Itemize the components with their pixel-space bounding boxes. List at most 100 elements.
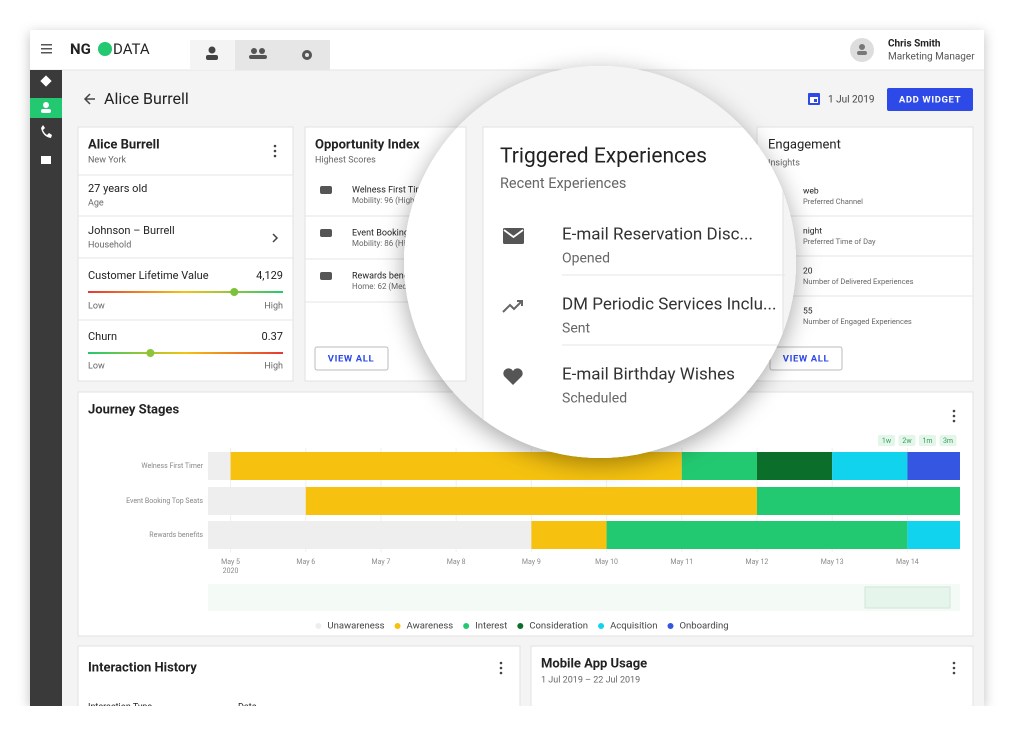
range-label: 1w <box>882 437 892 445</box>
item-detail: Home: 62 (Medium) <box>352 282 423 291</box>
range-button[interactable] <box>898 435 916 446</box>
stage-segment <box>531 521 607 549</box>
experience-status: Scheduled <box>562 391 627 407</box>
stage-segment <box>907 452 960 480</box>
insight-value: 55 <box>803 306 813 316</box>
household-label: Household <box>88 240 131 250</box>
navigator <box>208 584 960 611</box>
experience-name: E-mail Reservation Disc... <box>562 224 753 244</box>
opportunity-view-all[interactable] <box>314 346 389 371</box>
stage-segment <box>208 452 231 480</box>
kebab[interactable] <box>273 144 277 158</box>
profile-card <box>77 126 294 382</box>
stage-segment <box>832 452 908 480</box>
page-title: Alice Burrell <box>104 89 189 108</box>
range-button[interactable] <box>878 435 895 446</box>
experience-status: Sent <box>562 321 590 337</box>
navigator-window <box>864 586 951 609</box>
stage-segment <box>606 521 908 549</box>
item-icon <box>320 229 332 237</box>
tab-settings[interactable] <box>302 50 312 60</box>
nav-gift[interactable] <box>41 156 51 164</box>
chart-title: Journey Stages <box>88 402 179 417</box>
add-widget-button[interactable] <box>887 88 973 111</box>
mobile-subtitle: 1 Jul 2019 – 22 Jul 2019 <box>541 675 640 685</box>
chevron[interactable] <box>272 233 279 243</box>
page-margin <box>0 706 1024 748</box>
nav-tags[interactable] <box>40 75 52 87</box>
engagement-subtitle: Insights <box>768 158 800 168</box>
trend-icon <box>502 300 523 313</box>
legend-marker <box>315 623 322 629</box>
x-tick-label: May 9 <box>522 558 541 566</box>
y-tick-label: Welness First Timer <box>141 462 203 470</box>
item-detail: Mobility: 86 (High) <box>352 239 417 248</box>
user-role: Marketing Manager <box>888 52 975 63</box>
year-label: 2020 <box>223 567 239 575</box>
x-tick-label: May 7 <box>372 558 391 566</box>
menu-icon[interactable] <box>41 44 52 54</box>
legend-marker <box>598 623 605 629</box>
stage-segment <box>208 521 532 549</box>
clv-label: Customer Lifetime Value <box>88 269 209 282</box>
nav-phone[interactable] <box>41 125 52 138</box>
stage-segment <box>681 452 757 480</box>
item-detail: Mobility: 96 (High) <box>352 196 417 205</box>
add-widget-label: ADD WIDGET <box>899 95 961 106</box>
back-arrow[interactable] <box>83 93 95 105</box>
engagement-view-all-label: VIEW ALL <box>783 354 829 365</box>
experience-name: E-mail Birthday Wishes <box>562 364 735 384</box>
insight-value: web <box>803 186 819 196</box>
range-button[interactable] <box>939 435 957 446</box>
experience-status: Opened <box>562 251 610 267</box>
item-name: Rewards benefits <box>352 271 421 281</box>
heart-icon <box>503 368 523 385</box>
range-button[interactable] <box>919 435 936 446</box>
kebab[interactable] <box>952 409 956 423</box>
x-tick-label: May 5 <box>221 558 240 566</box>
kebab[interactable] <box>952 661 956 675</box>
item-name: Welness First Timer <box>352 185 431 195</box>
churn-label: Churn <box>88 330 117 343</box>
user-name: Chris Smith <box>888 39 941 50</box>
x-tick-label: May 10 <box>595 558 618 566</box>
mail-icon <box>503 228 524 244</box>
stage-segment <box>907 521 960 549</box>
tab-people[interactable] <box>249 48 267 59</box>
x-tick-label: May 14 <box>896 558 919 566</box>
insight-label: Number of Delivered Experiences <box>803 277 914 286</box>
x-tick-label: May 8 <box>447 558 466 566</box>
triggered-subtitle: Recent Experiences <box>500 175 626 192</box>
legend-label: Awareness <box>407 621 454 632</box>
clv-bar <box>88 291 283 293</box>
legend-label: Consideration <box>529 621 588 632</box>
range-label: 2w <box>902 437 912 445</box>
x-tick-label: May 6 <box>296 558 315 566</box>
insight-label: Number of Engaged Experiences <box>803 317 912 326</box>
y-tick-label: Rewards benefits <box>149 531 203 539</box>
x-tick-label: May 12 <box>746 558 769 566</box>
x-tick-label: May 11 <box>670 558 693 566</box>
churn-marker <box>146 349 155 357</box>
clv-low: Low <box>88 301 105 311</box>
logo-mark <box>98 42 112 56</box>
range-label: 1m <box>922 437 932 445</box>
age-label: Age <box>88 198 104 208</box>
legend-marker <box>667 623 674 629</box>
interaction-title: Interaction History <box>88 660 197 675</box>
logo-right: DATA <box>113 40 150 58</box>
insight-value: 20 <box>803 266 813 276</box>
kebab[interactable] <box>499 661 503 675</box>
y-tick-label: Event Booking Top Seats <box>126 497 203 505</box>
legend-marker <box>517 623 524 629</box>
opportunity-title: Opportunity Index <box>315 137 420 152</box>
opportunity-subtitle: Highest Scores <box>315 155 376 165</box>
experience-name: DM Periodic Services Inclu... <box>562 294 776 314</box>
stage-segment <box>756 487 960 515</box>
logo-left: NG <box>70 40 91 58</box>
mobile-title: Mobile App Usage <box>541 656 647 671</box>
triggered-title: Triggered Experiences <box>500 145 707 169</box>
date: 1 Jul 2019 <box>828 95 875 106</box>
insight-label: Preferred Channel <box>803 197 863 206</box>
